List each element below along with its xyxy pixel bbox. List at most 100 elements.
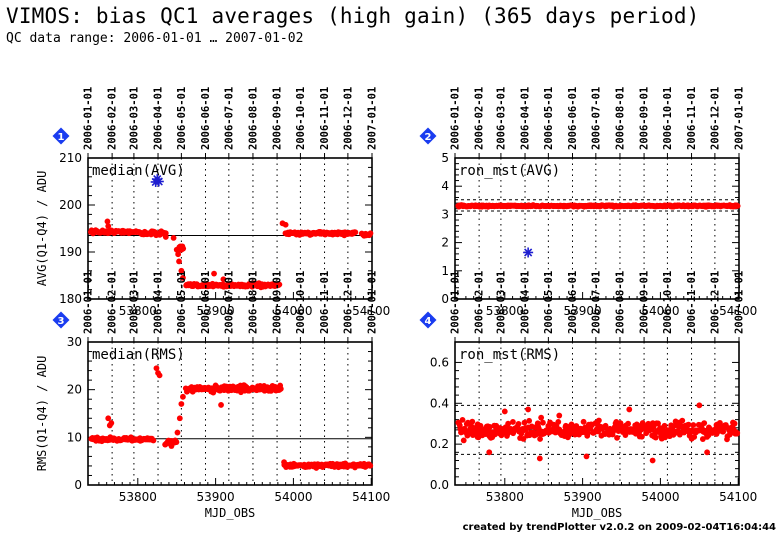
date-tick-label: 2006-12-01 bbox=[342, 271, 354, 334]
date-tick-label: 2006-09-01 bbox=[272, 271, 284, 334]
data-point bbox=[536, 455, 543, 462]
data-point bbox=[704, 449, 710, 456]
date-tick-label: 2006-05-01 bbox=[543, 87, 555, 150]
data-point bbox=[180, 393, 186, 400]
data-point bbox=[367, 462, 374, 469]
data-point bbox=[180, 274, 186, 281]
panel-label: median(AVG) bbox=[92, 163, 185, 179]
y-tick-label: 210 bbox=[59, 151, 82, 165]
data-point bbox=[469, 418, 476, 425]
y-tick-label: 0.4 bbox=[430, 396, 449, 410]
date-tick-label: 2006-03-01 bbox=[495, 87, 507, 150]
data-point bbox=[105, 415, 112, 422]
outlier-point bbox=[523, 247, 534, 258]
date-tick-label: 2006-08-01 bbox=[614, 87, 626, 150]
data-point bbox=[176, 258, 182, 265]
y-tick-label: 5 bbox=[441, 151, 449, 165]
page-title: VIMOS: bias QC1 averages (high gain) (36… bbox=[6, 4, 700, 28]
data-point bbox=[505, 420, 512, 427]
data-point bbox=[459, 416, 466, 423]
x-tick-label: 54000 bbox=[641, 490, 679, 504]
date-tick-label: 2006-06-01 bbox=[567, 271, 579, 334]
data-point bbox=[521, 419, 528, 426]
data-point bbox=[701, 420, 708, 426]
chart-panel-1: 2006-01-01 2006-02-01 2006-03-01 2006-04-01… bbox=[35, 87, 390, 318]
outlier-point bbox=[150, 176, 161, 187]
date-tick-label: 2006-07-01 bbox=[590, 271, 602, 334]
data-point bbox=[486, 449, 493, 456]
data-point bbox=[174, 429, 181, 436]
date-tick-label: 2006-03-01 bbox=[128, 271, 140, 334]
panel-label: ron_mst(RMS) bbox=[459, 347, 560, 363]
data-point bbox=[156, 372, 163, 379]
data-point bbox=[538, 414, 545, 421]
date-tick-label: 2006-03-01 bbox=[128, 87, 140, 150]
data-point bbox=[460, 437, 467, 444]
panel-number-badge bbox=[419, 311, 437, 329]
date-tick-label: 2006-06-01 bbox=[200, 87, 212, 150]
plot-frame bbox=[87, 341, 373, 486]
date-tick-label: 2007-01-01 bbox=[734, 87, 746, 150]
data-point bbox=[276, 281, 283, 288]
y-tick-label: 1 bbox=[441, 264, 449, 278]
chart-panel-3: 2006-01-01 2006-02-01 2006-03-01 2006-04-01… bbox=[35, 271, 390, 520]
data-point bbox=[555, 419, 562, 425]
y-tick-label: 0 bbox=[441, 292, 449, 306]
date-tick-label: 2006-12-01 bbox=[342, 87, 354, 150]
data-point bbox=[537, 436, 543, 442]
date-tick-label: 2007-01-01 bbox=[367, 87, 379, 150]
date-tick-label: 2006-09-01 bbox=[272, 87, 284, 150]
x-tick-label: 53800 bbox=[119, 304, 157, 318]
x-tick-label: 53800 bbox=[119, 490, 157, 504]
data-point bbox=[731, 420, 738, 427]
data-point bbox=[734, 203, 741, 209]
date-tick-label: 2006-04-01 bbox=[153, 87, 165, 150]
data-point bbox=[105, 223, 112, 230]
data-point bbox=[173, 439, 180, 446]
x-tick-label: 53900 bbox=[197, 490, 235, 504]
date-tick-label: 2006-08-01 bbox=[247, 87, 259, 150]
date-tick-label: 2006-12-01 bbox=[709, 87, 721, 150]
data-point bbox=[220, 276, 227, 283]
data-point bbox=[277, 385, 284, 392]
panel-number: 2 bbox=[425, 132, 432, 143]
data-point bbox=[638, 433, 645, 440]
plot-frame bbox=[454, 341, 740, 486]
data-point bbox=[556, 412, 563, 419]
data-point bbox=[170, 235, 177, 241]
data-point bbox=[679, 417, 686, 424]
date-tick-label: 2006-10-01 bbox=[295, 271, 307, 334]
y-axis-label: RMS(Q1-Q4) / ADU bbox=[35, 356, 49, 472]
y-tick-label: 180 bbox=[59, 292, 82, 306]
data-point bbox=[178, 401, 185, 407]
data-point bbox=[625, 420, 632, 427]
x-tick-label: 54000 bbox=[274, 490, 312, 504]
date-tick-label: 2006-07-01 bbox=[590, 87, 602, 150]
date-tick-label: 2006-01-01 bbox=[450, 271, 462, 334]
y-tick-label: 200 bbox=[59, 198, 82, 212]
date-tick-label: 2006-12-01 bbox=[709, 271, 721, 334]
y-tick-label: 0 bbox=[74, 478, 82, 492]
data-point bbox=[626, 406, 633, 413]
data-point bbox=[652, 434, 659, 441]
x-tick-label: 54000 bbox=[274, 304, 312, 318]
y-axis-label: AVG(Q1-Q4) / ADU bbox=[35, 171, 49, 287]
data-point bbox=[211, 270, 217, 277]
date-tick-label: 2006-02-01 bbox=[107, 87, 119, 150]
x-tick-label: 54100 bbox=[719, 490, 757, 504]
y-tick-label: 0.6 bbox=[430, 355, 449, 369]
y-tick-label: 2 bbox=[441, 236, 449, 250]
date-tick-label: 2006-07-01 bbox=[223, 87, 235, 150]
panel-number: 4 bbox=[425, 316, 432, 327]
data-point bbox=[526, 417, 533, 424]
date-tick-label: 2006-11-01 bbox=[319, 87, 331, 150]
y-tick-label: 3 bbox=[441, 207, 449, 221]
date-tick-label: 2006-11-01 bbox=[319, 271, 331, 334]
chart-panel-2: 2006-01-01 2006-02-01 2006-03-01 2006-04-01… bbox=[419, 87, 757, 318]
data-point bbox=[685, 421, 692, 428]
data-point bbox=[153, 365, 160, 372]
data-point bbox=[108, 420, 115, 426]
date-tick-label: 2006-07-01 bbox=[223, 271, 235, 334]
date-tick-label: 2006-05-01 bbox=[543, 271, 555, 334]
plot-frame bbox=[454, 157, 740, 300]
